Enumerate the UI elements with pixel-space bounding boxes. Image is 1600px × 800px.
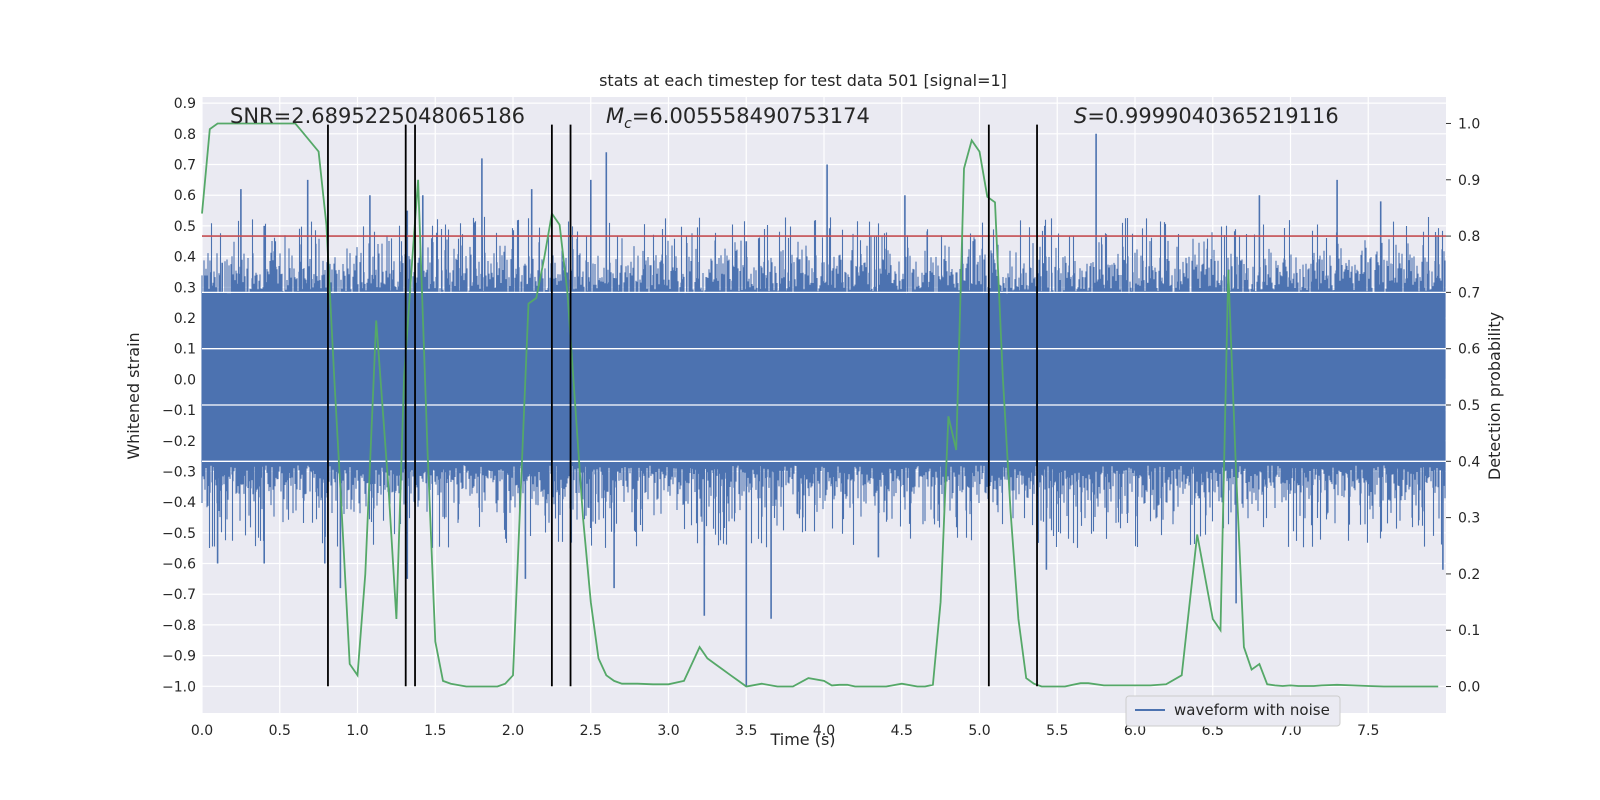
x-tick-label: 1.5	[424, 723, 446, 739]
y-tick-label-left: 0.3	[174, 280, 196, 296]
y-tick-label-right: 0.4	[1458, 454, 1480, 470]
x-tick-label: 7.0	[1279, 723, 1301, 739]
x-tick-label: 3.5	[735, 723, 757, 739]
waveform-noise-trace	[201, 216, 1446, 548]
y-tick-label-left: 0.4	[174, 250, 196, 266]
y-tick-label-right: 0.5	[1458, 398, 1480, 414]
x-tick-label: 3.0	[657, 723, 679, 739]
y-tick-label-right: 0.9	[1458, 173, 1480, 189]
y-tick-label-left: −0.3	[162, 464, 196, 480]
x-tick-label: 5.0	[968, 723, 990, 739]
detection-statistic-annotation: S=0.9999040365219116	[1074, 104, 1339, 128]
y-tick-label-left: 0.2	[174, 311, 196, 327]
x-tick-label: 4.0	[813, 723, 835, 739]
x-tick-label: 6.5	[1202, 723, 1224, 739]
x-axis-label: Time (s)	[769, 730, 835, 749]
chirp-mass-annotation: Mc=6.005558490753174	[606, 104, 870, 132]
chirp-mass-value: =6.005558490753174	[632, 104, 870, 128]
x-tick-label: 1.0	[346, 723, 368, 739]
legend: waveform with noise	[1125, 695, 1341, 727]
legend-label-waveform: waveform with noise	[1174, 701, 1330, 719]
x-tick-label: 6.0	[1124, 723, 1146, 739]
legend-box	[1125, 695, 1341, 727]
y-tick-label-left: −0.6	[162, 557, 196, 573]
y-tick-label-left: −1.0	[162, 679, 196, 695]
x-tick-label: 5.5	[1046, 723, 1068, 739]
y-tick-label-left: −0.7	[162, 587, 196, 603]
y-tick-label-left: 0.6	[174, 188, 196, 204]
y-tick-label-left: 0.7	[174, 158, 196, 174]
statistic-symbol: S	[1074, 104, 1087, 128]
axes-ticks-layer: 0.0 0.5 1.0 1.5 2.0 2.5 3.0 3.5 4.0 4.5 5.0 5.5 6.0 6…	[162, 96, 1480, 739]
y-tick-label-left: 0.1	[174, 342, 196, 358]
x-tick-label: 2.0	[502, 723, 524, 739]
snr-annotation: SNR=2.6895225048065186	[230, 104, 525, 128]
chart-title: stats at each timestep for test data 501…	[599, 71, 1007, 90]
x-tick-label: 2.5	[580, 723, 602, 739]
y-tick-label-right: 0.6	[1458, 342, 1480, 358]
chirp-mass-subscript: c	[624, 116, 632, 132]
y-tick-label-right: 0.0	[1458, 680, 1480, 696]
y-tick-label-right: 1.0	[1458, 116, 1480, 132]
chirp-mass-symbol: M	[606, 104, 624, 128]
detection-probability-line	[201, 122, 1439, 688]
x-tick-label: 7.5	[1357, 723, 1379, 739]
y-tick-label-left: −0.9	[162, 649, 196, 665]
y-tick-label-left: −0.5	[162, 526, 196, 542]
y-tick-label-left: −0.8	[162, 618, 196, 634]
marker-lines-layer	[327, 124, 1038, 687]
y-tick-label-left: −0.4	[162, 495, 196, 511]
y-tick-label-right: 0.3	[1458, 511, 1480, 527]
y-axis-label-left: Whitened strain	[124, 332, 143, 459]
y-tick-label-right: 0.8	[1458, 229, 1480, 245]
y-tick-label-left: 0.8	[174, 127, 196, 143]
x-tick-label: 0.5	[269, 723, 291, 739]
y-tick-label-left: 0.0	[174, 372, 196, 388]
y-tick-label-right: 0.2	[1458, 567, 1480, 583]
y-axis-label-right: Detection probability	[1485, 312, 1504, 480]
statistic-value: =0.9999040365219116	[1087, 104, 1338, 128]
y-tick-label-right: 0.7	[1458, 285, 1480, 301]
y-tick-label-left: −0.2	[162, 434, 196, 450]
y-tick-label-left: 0.9	[174, 96, 196, 112]
detection-probability-series	[201, 122, 1439, 688]
y-tick-label-left: 0.5	[174, 219, 196, 235]
y-tick-label-right: 0.1	[1458, 623, 1480, 639]
y-tick-label-left: −0.1	[162, 403, 196, 419]
x-tick-label: 0.0	[191, 723, 213, 739]
x-tick-label: 4.5	[891, 723, 913, 739]
